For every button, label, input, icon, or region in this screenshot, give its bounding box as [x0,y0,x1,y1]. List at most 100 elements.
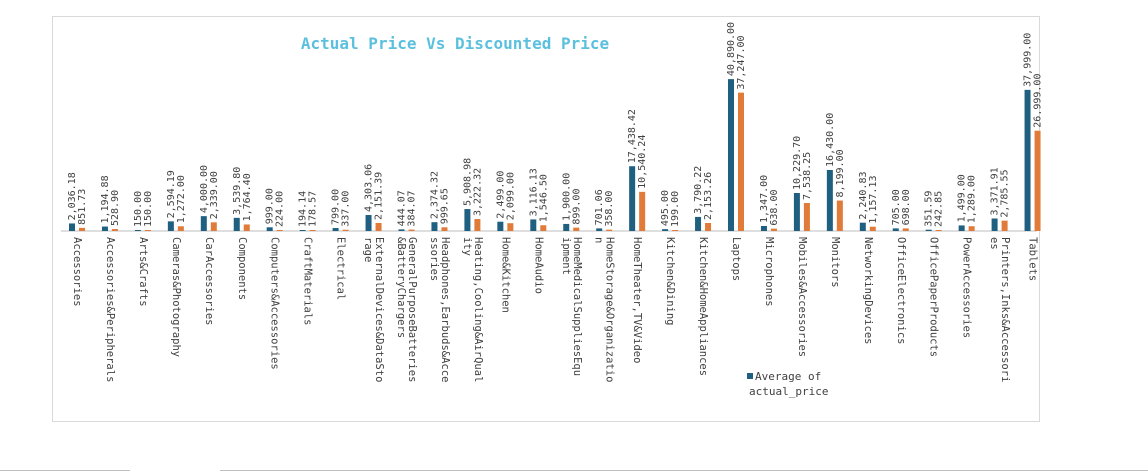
data-label-discounted-11: 999.65 [439,188,450,224]
category-label-1: Accessories&Peripherals [104,237,116,382]
data-label-discounted-19: 2,153.26 [703,172,714,220]
bar-actual-3 [168,221,174,231]
bar-discounted-13 [507,223,513,231]
legend-label: Average of [755,370,821,383]
data-label-discounted-1: 528.90 [110,190,121,226]
category-label-line: CarAccessories [203,237,215,326]
category-label-line: es [988,237,1000,250]
category-label-line: Laptops [730,237,742,281]
category-label-25: OfficeElectronics [895,237,907,344]
bar-discounted-28 [1002,221,1008,231]
data-label-discounted-10: 384.07 [407,190,418,226]
category-label-line: Kitchen&HomeAppliances [697,237,709,376]
bar-actual-10 [399,229,405,231]
category-label-29: Tablets [1027,237,1039,281]
bar-actual-11 [431,222,437,231]
bar-discounted-8 [343,230,349,231]
bar-discounted-23 [837,201,843,231]
bar-discounted-0 [79,228,85,231]
bar-discounted-10 [409,230,415,231]
chart-area: Actual Price Vs Discounted Price 2,036.1… [52,16,1040,422]
bar-actual-17 [629,166,635,231]
bar-actual-0 [69,223,75,231]
category-label-20: Laptops [730,237,742,281]
bar-discounted-24 [870,227,876,231]
chart-title: Actual Price Vs Discounted Price [301,34,609,53]
bar-actual-5 [234,218,240,231]
bar-discounted-25 [903,228,909,231]
bar-discounted-3 [178,226,184,231]
data-label-discounted-7: 178.57 [308,191,319,227]
data-label-discounted-5: 1,764.40 [242,173,253,221]
bar-discounted-20 [738,93,744,231]
bar-actual-7 [300,230,306,231]
category-label-line: n [593,237,605,243]
data-label-discounted-6: 224.00 [275,191,286,227]
bar-actual-9 [366,215,372,231]
category-label-line: Printers,Inks&Accessori [999,237,1011,382]
category-label-line: Electrical [335,237,347,300]
category-label-line: HomeTheater,TV&Video [631,237,643,363]
data-label-discounted-9: 2,151.39 [374,172,385,220]
category-label-line: ipment [560,237,572,275]
category-label-line: Home&Kitchen [499,237,511,313]
bar-actual-1 [102,227,108,231]
category-label-22: Mobiles&Accessories [796,237,808,357]
data-label-discounted-4: 2,339.00 [209,171,220,219]
bar-actual-27 [959,225,965,231]
category-label-line: HomeAudio [532,237,544,294]
category-label-28: Printers,Inks&Accessories [988,237,1011,382]
data-label-discounted-21: 638.00 [769,190,780,226]
category-label-4: CarAccessories [203,237,215,326]
data-label-discounted-25: 698.00 [901,189,912,225]
bar-discounted-9 [376,223,382,231]
bar-discounted-18 [672,230,678,231]
data-label-discounted-28: 2,785.55 [1000,169,1011,217]
bar-discounted-1 [112,229,118,231]
legend-swatch [747,373,753,379]
bar-discounted-26 [936,230,942,231]
bar-discounted-29 [1035,131,1041,231]
data-label-discounted-15: 899.00 [571,189,582,225]
category-label-17: HomeTheater,TV&Video [631,237,643,363]
bar-discounted-2 [145,230,151,231]
category-label-11: Headphones,Earbuds&Accessories [428,237,451,382]
category-label-line: Cameras&Photography [170,237,182,357]
bar-actual-20 [728,79,734,231]
bar-actual-14 [530,219,536,231]
bar-actual-8 [333,228,339,231]
data-label-discounted-22: 7,538.25 [802,152,813,200]
bar-actual-26 [926,230,932,231]
category-label-26: OfficePaperProducts [928,237,940,357]
category-label-line: NetworkingDevices [862,237,874,344]
category-label-13: Home&Kitchen [499,237,511,313]
data-label-discounted-27: 1,289.00 [967,175,978,223]
legend: Average of actual_price [747,370,828,398]
category-label-line: Components [236,237,248,300]
category-label-23: Monitors [829,237,841,288]
category-label-line: Mobiles&Accessories [796,237,808,357]
bar-actual-15 [563,224,569,231]
bar-discounted-7 [310,230,316,231]
category-label-7: CraftMaterials [302,237,314,326]
legend-label: actual_price [749,385,828,398]
bar-actual-24 [860,223,866,231]
bottom-divider-left [0,470,130,471]
category-label-5: Components [236,237,248,300]
bar-actual-12 [464,209,470,231]
bar-discounted-5 [244,224,250,231]
category-label-line: Accessories&Peripherals [104,237,116,382]
category-label-2: Arts&Crafts [137,237,149,307]
category-label-6: Computers&Accessories [269,237,281,370]
data-label-discounted-23: 8,199.00 [835,149,846,197]
bar-discounted-14 [540,225,546,231]
bar-actual-25 [893,228,899,231]
bar-actual-4 [201,216,207,231]
bar-actual-21 [761,226,767,231]
category-label-line: Arts&Crafts [137,237,149,307]
bar-discounted-6 [277,230,283,231]
category-labels-layer: Accessories Accessories&Peripherals Arts&C… [71,237,1041,382]
category-label-line: Tablets [1027,237,1039,281]
